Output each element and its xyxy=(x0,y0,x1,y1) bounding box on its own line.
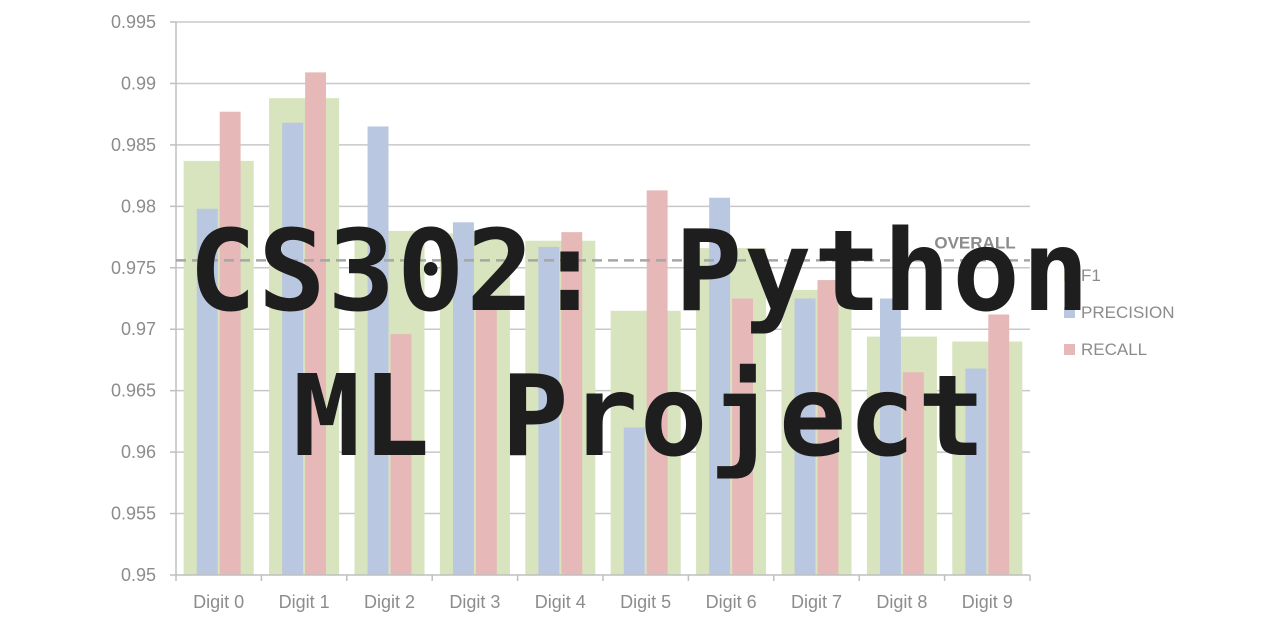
reference-line-group: OVERALL xyxy=(176,233,1030,262)
y-tick-label: 0.95 xyxy=(121,565,156,585)
bar-recall xyxy=(817,280,839,575)
x-tick-label: Digit 2 xyxy=(364,592,415,612)
bar-f1 xyxy=(354,230,425,575)
bar-recall xyxy=(732,298,754,575)
y-tick-label: 0.99 xyxy=(121,73,156,93)
bar-recall xyxy=(561,232,583,575)
bar-precision xyxy=(196,208,218,575)
bars xyxy=(183,72,1023,576)
legend-swatch xyxy=(1064,270,1075,281)
bar-recall xyxy=(305,72,327,575)
bar-precision xyxy=(794,298,816,575)
bar-f1 xyxy=(525,240,596,575)
x-tick-label: Digit 7 xyxy=(791,592,842,612)
x-tick-label: Digit 9 xyxy=(962,592,1013,612)
x-tick-label: Digit 5 xyxy=(620,592,671,612)
bar-f1 xyxy=(439,233,510,575)
bar-precision xyxy=(623,427,645,575)
bar-f1 xyxy=(866,336,937,575)
bar-f1 xyxy=(696,248,767,576)
x-tick-label: Digit 3 xyxy=(449,592,500,612)
bar-recall xyxy=(646,190,668,575)
y-tick-label: 0.955 xyxy=(111,504,156,524)
y-tick-label: 0.96 xyxy=(121,442,156,462)
x-axis-ticks: Digit 0 Digit 1 Digit 2 Digit 3 Digit 4 Digit… xyxy=(175,575,1031,612)
bar-precision xyxy=(879,298,901,575)
y-tick-label: 0.98 xyxy=(121,196,156,216)
bar-recall xyxy=(390,334,412,575)
y-tick-label: 0.995 xyxy=(111,12,156,32)
legend-swatch xyxy=(1064,344,1075,355)
y-tick-label: 0.985 xyxy=(111,135,156,155)
bar-precision xyxy=(367,126,389,575)
legend-label: RECALL xyxy=(1081,340,1147,359)
bar-recall xyxy=(475,305,497,575)
legend-label: F1 xyxy=(1081,266,1101,285)
bar-precision xyxy=(538,246,560,576)
x-tick-label: Digit 8 xyxy=(876,592,927,612)
bar-precision xyxy=(282,122,304,575)
bar-precision xyxy=(965,368,987,575)
bar-f1 xyxy=(610,310,681,575)
bar-f1 xyxy=(269,98,340,576)
x-tick-label: Digit 1 xyxy=(279,592,330,612)
x-tick-label: Digit 4 xyxy=(535,592,586,612)
overlay-title-line-2: ML Project xyxy=(292,352,988,482)
y-axis-ticks: 0.95 0.955 0.96 0.965 0.97 0.975 0.98 0.985 0.99… xyxy=(111,12,176,585)
bar-precision xyxy=(709,197,731,575)
bar-f1 xyxy=(183,160,254,575)
overlay-title: CS302: Python ML Project xyxy=(0,200,1280,490)
y-tick-label: 0.97 xyxy=(121,319,156,339)
bar-recall xyxy=(902,372,924,575)
bar-recall xyxy=(988,314,1010,575)
x-tick-label: Digit 6 xyxy=(706,592,757,612)
overlay-title-line-1: CS302: Python xyxy=(188,207,1092,337)
bar-precision xyxy=(452,222,474,575)
x-tick-label: Digit 0 xyxy=(193,592,244,612)
bar-f1 xyxy=(781,289,852,575)
bar-recall xyxy=(219,111,241,575)
y-tick-label: 0.965 xyxy=(111,381,156,401)
y-tick-label: 0.975 xyxy=(111,258,156,278)
bar-f1 xyxy=(952,341,1023,575)
reference-line-label: OVERALL xyxy=(934,233,1015,252)
legend: F1 PRECISION RECALL xyxy=(1064,266,1175,359)
legend-label: PRECISION xyxy=(1081,303,1175,322)
legend-swatch xyxy=(1064,307,1075,318)
